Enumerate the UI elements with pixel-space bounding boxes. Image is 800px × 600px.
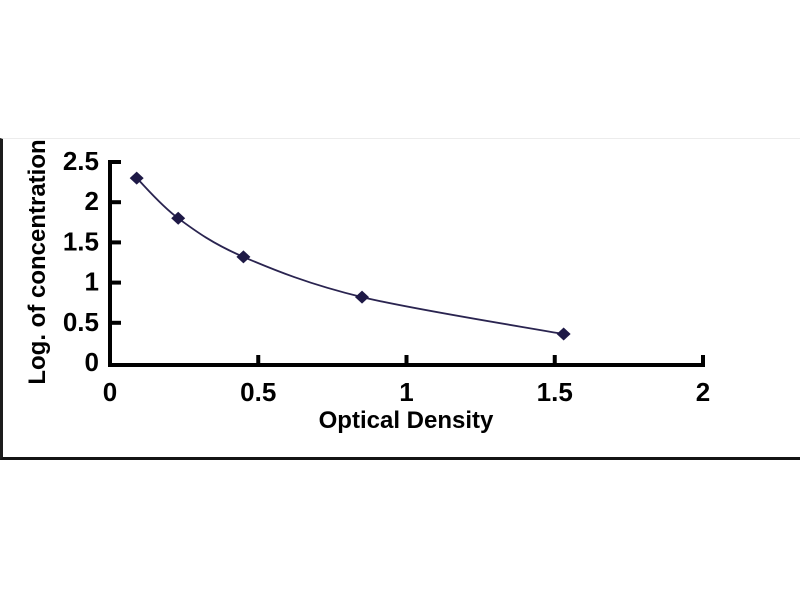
x-axis-line	[108, 363, 705, 367]
curve-line	[136, 177, 564, 335]
data-point-marker	[129, 171, 144, 185]
data-point-marker	[355, 290, 370, 304]
x-tick-label: 1.5	[537, 377, 573, 407]
chart-frame	[0, 138, 800, 460]
y-tick-label: 0	[85, 347, 99, 377]
x-tick-label: 0.5	[240, 377, 276, 407]
y-tick-label: 2	[85, 186, 99, 216]
y-tick	[112, 200, 121, 205]
x-tick	[256, 355, 261, 363]
x-axis-title: Optical Density	[319, 407, 494, 434]
y-axis-line	[108, 160, 112, 367]
y-tick-label: 2.5	[63, 146, 99, 176]
axes-layer: 0 0.5 1 1.5 2 2.5 0 0.5 1 1.5 2	[63, 146, 710, 407]
x-tick-label: 1	[399, 377, 413, 407]
x-tick	[701, 355, 705, 363]
x-tick-label: 2	[696, 377, 710, 407]
x-tick	[552, 355, 557, 363]
y-axis-title: Log. of concentration	[24, 139, 51, 384]
x-tick-label: 0	[103, 377, 117, 407]
data-points	[129, 171, 571, 341]
y-tick	[112, 320, 121, 325]
y-tick-label: 1.5	[63, 226, 99, 256]
y-tick-label: 1	[85, 267, 99, 297]
data-point-marker	[171, 211, 186, 225]
data-point-marker	[236, 250, 251, 264]
y-tick-label: 0.5	[63, 307, 99, 337]
y-tick	[112, 240, 121, 245]
data-point-marker	[556, 327, 571, 341]
y-tick	[112, 160, 121, 164]
x-tick	[404, 355, 409, 363]
y-tick	[112, 280, 121, 285]
